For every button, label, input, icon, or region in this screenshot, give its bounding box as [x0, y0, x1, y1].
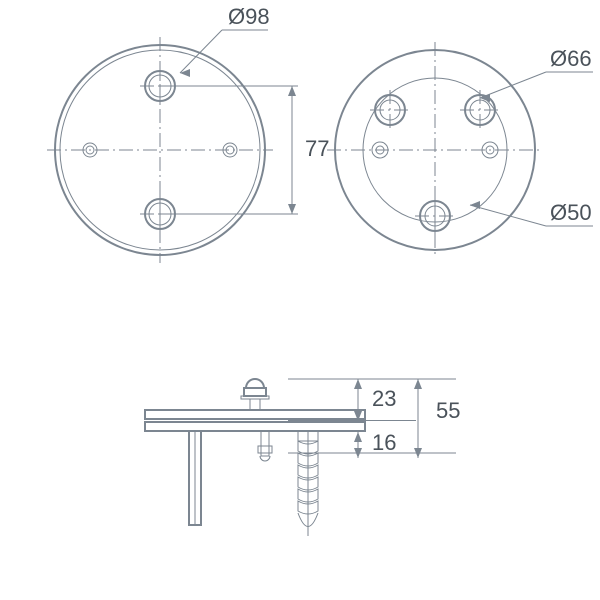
dim-77: 77	[305, 136, 329, 161]
dim-d50: Ø50	[550, 200, 592, 225]
view-c	[145, 379, 365, 536]
dim-23: 23	[372, 386, 396, 411]
dim-d98: Ø98	[228, 4, 270, 29]
dim-55: 55	[436, 398, 460, 423]
dim-16: 16	[372, 430, 396, 455]
dim-d66: Ø66	[550, 46, 592, 71]
